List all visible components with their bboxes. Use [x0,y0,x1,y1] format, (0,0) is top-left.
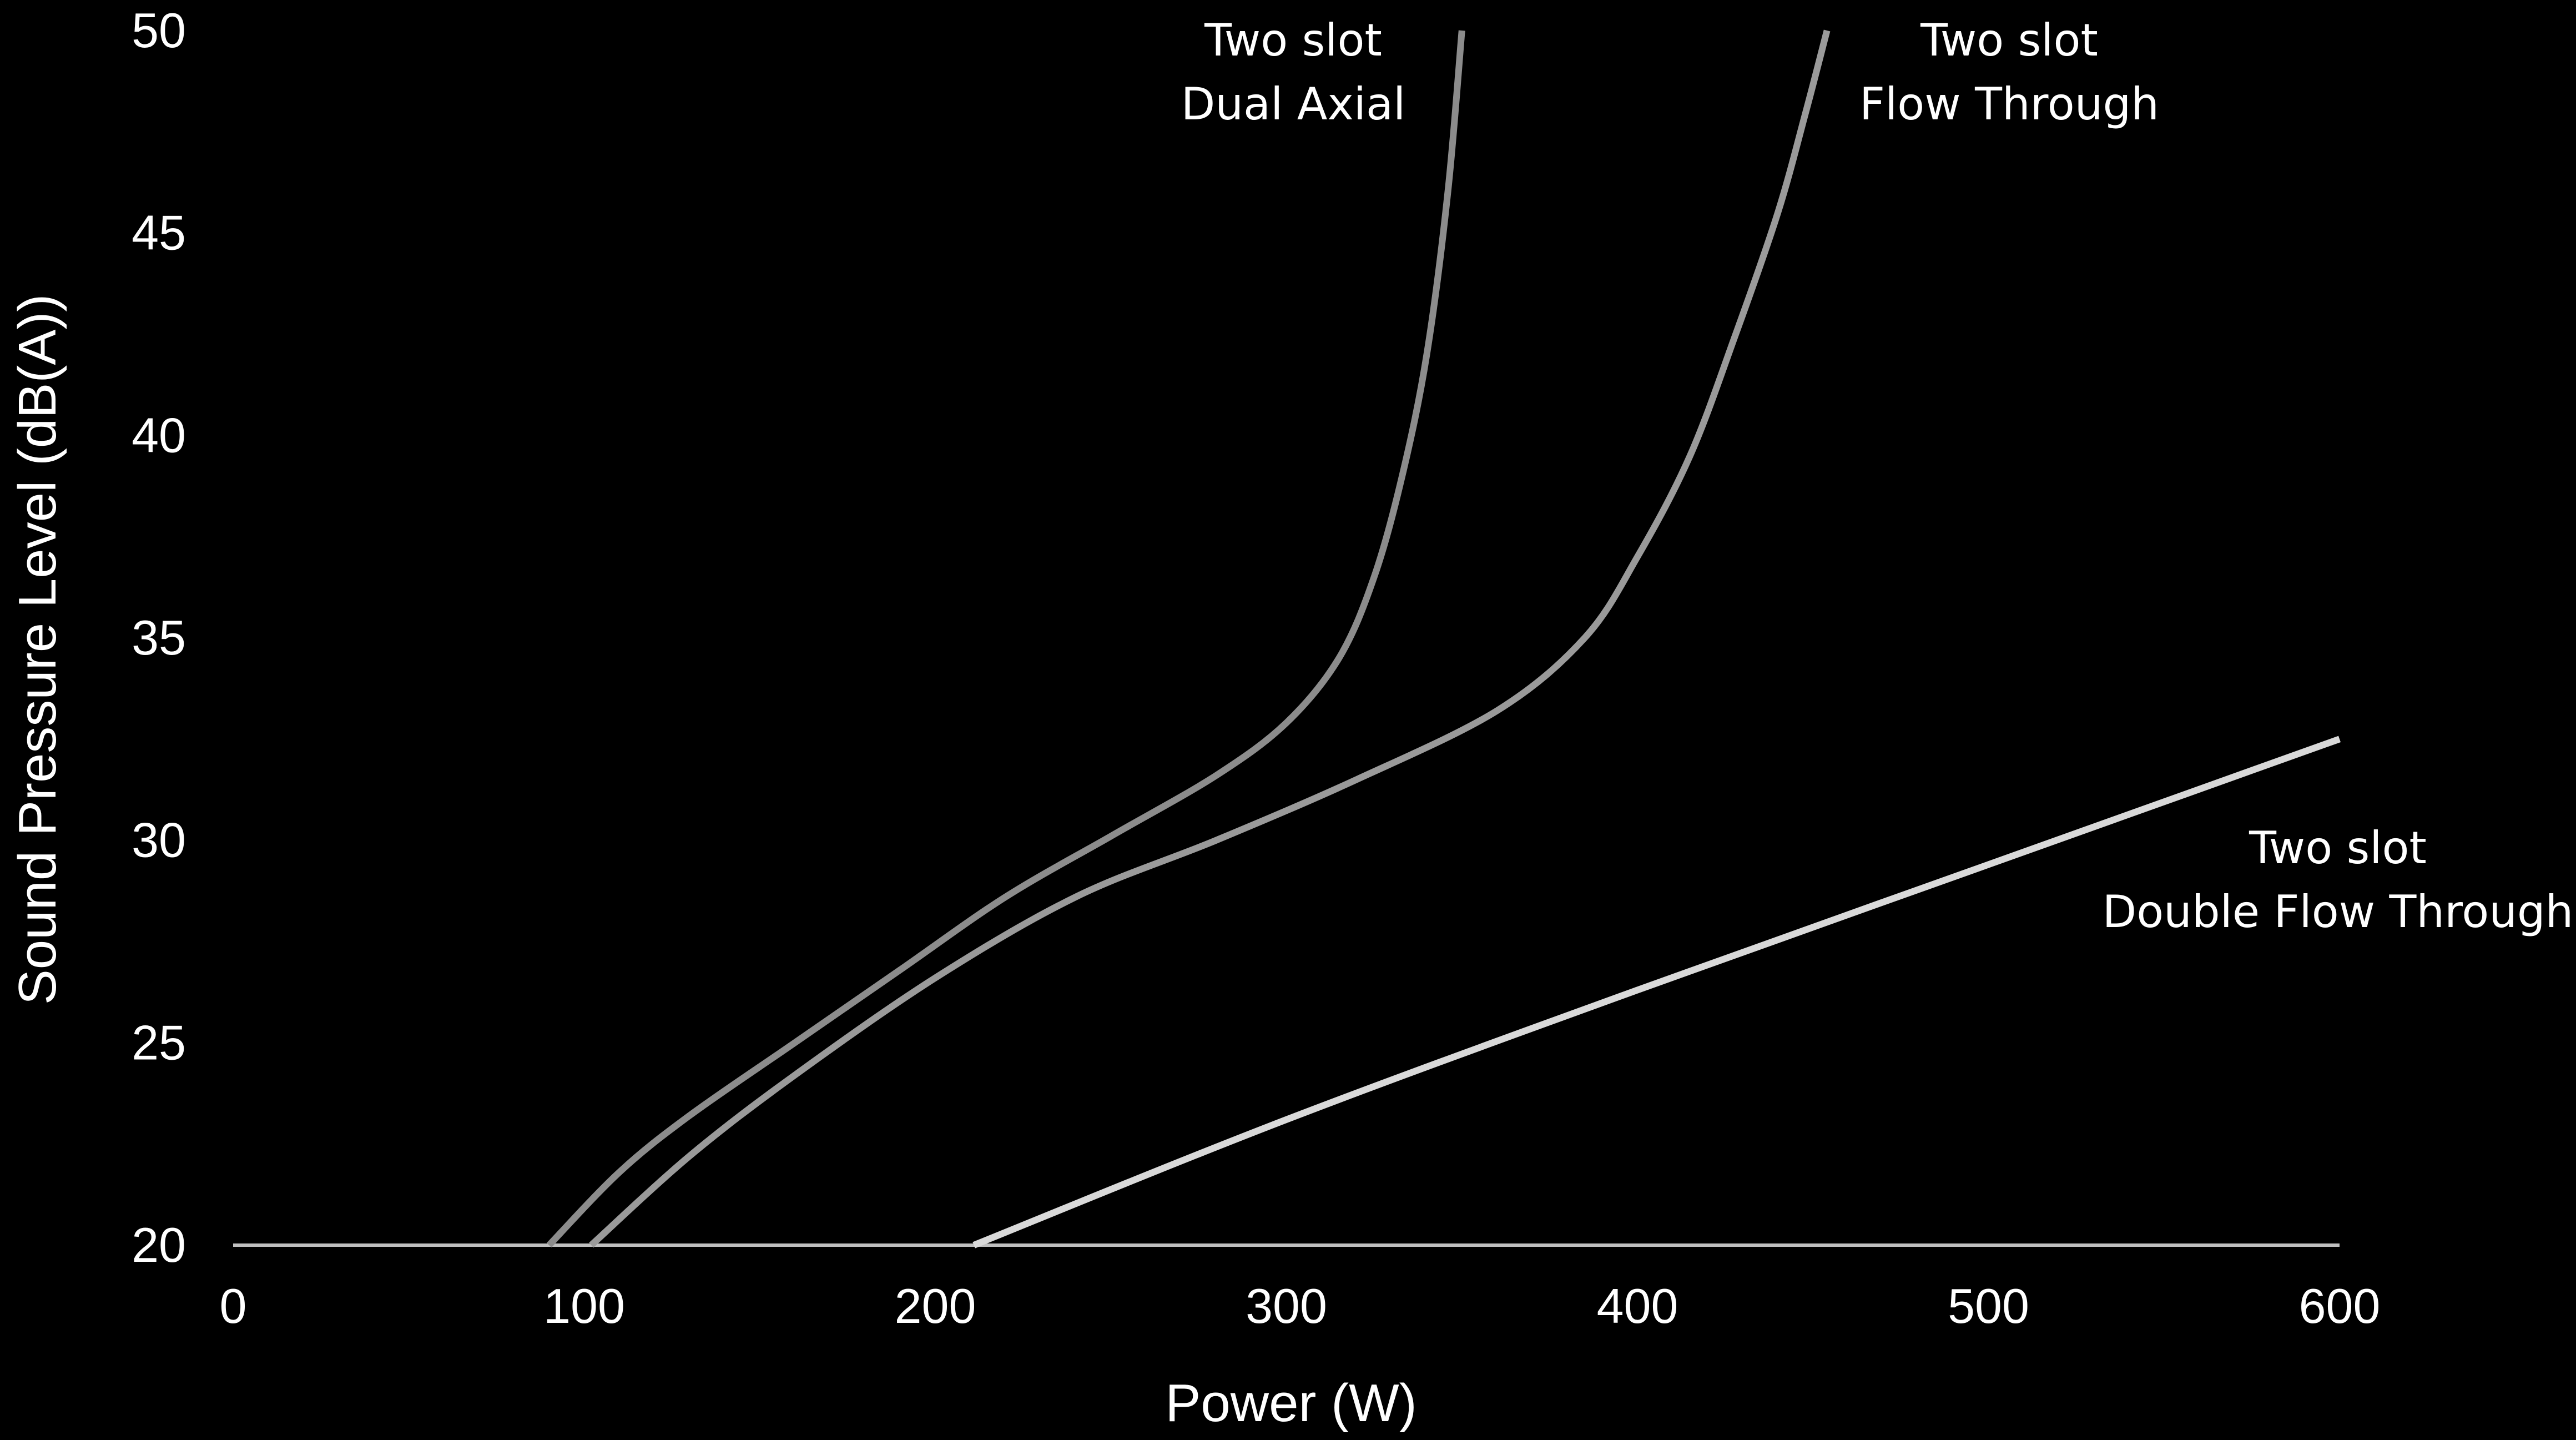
x-tick-label: 100 [543,1278,625,1333]
series-label-dual-axial: Two slot [1204,14,1382,66]
series-label-double-flow-through: Double Flow Through [2103,886,2574,938]
y-axis-title: Sound Pressure Level (dB(A)) [8,294,67,1005]
series-line-dual-axial [546,30,1465,1248]
series-label-double-flow-through: Two slot [2249,822,2427,874]
series-label-flow-through: Flow Through [1859,78,2159,130]
x-tick-label: 600 [2299,1278,2381,1333]
x-tick-labels: 0 100 200 300 400 500 600 [220,1278,2381,1333]
y-tick-label: 50 [132,3,186,58]
y-tick-label: 35 [132,610,186,665]
y-tick-label: 30 [132,813,186,868]
x-axis-title: Power (W) [1165,1373,1416,1433]
x-tick-label: 500 [1948,1278,2029,1333]
y-tick-labels: 20 25 30 35 40 45 50 [132,3,186,1272]
y-tick-label: 40 [132,407,186,462]
y-tick-label: 25 [132,1015,186,1070]
x-tick-label: 300 [1246,1278,1327,1333]
series-label-flow-through: Two slot [1920,14,2098,66]
series-labels: Two slot Dual Axial Two slot Flow Through Tw… [1181,14,2574,938]
series-lines [546,29,2341,1248]
series-label-dual-axial: Dual Axial [1181,78,1406,130]
x-tick-label: 400 [1597,1278,1678,1333]
x-tick-label: 200 [895,1278,976,1333]
y-tick-label: 20 [132,1217,186,1272]
series-line-flow-through [589,29,1831,1248]
x-tick-label: 0 [220,1278,247,1333]
y-tick-label: 45 [132,205,186,260]
y-axis-title-group: Sound Pressure Level (dB(A)) [8,294,67,1005]
series-line-double-flow-through [972,736,2341,1248]
